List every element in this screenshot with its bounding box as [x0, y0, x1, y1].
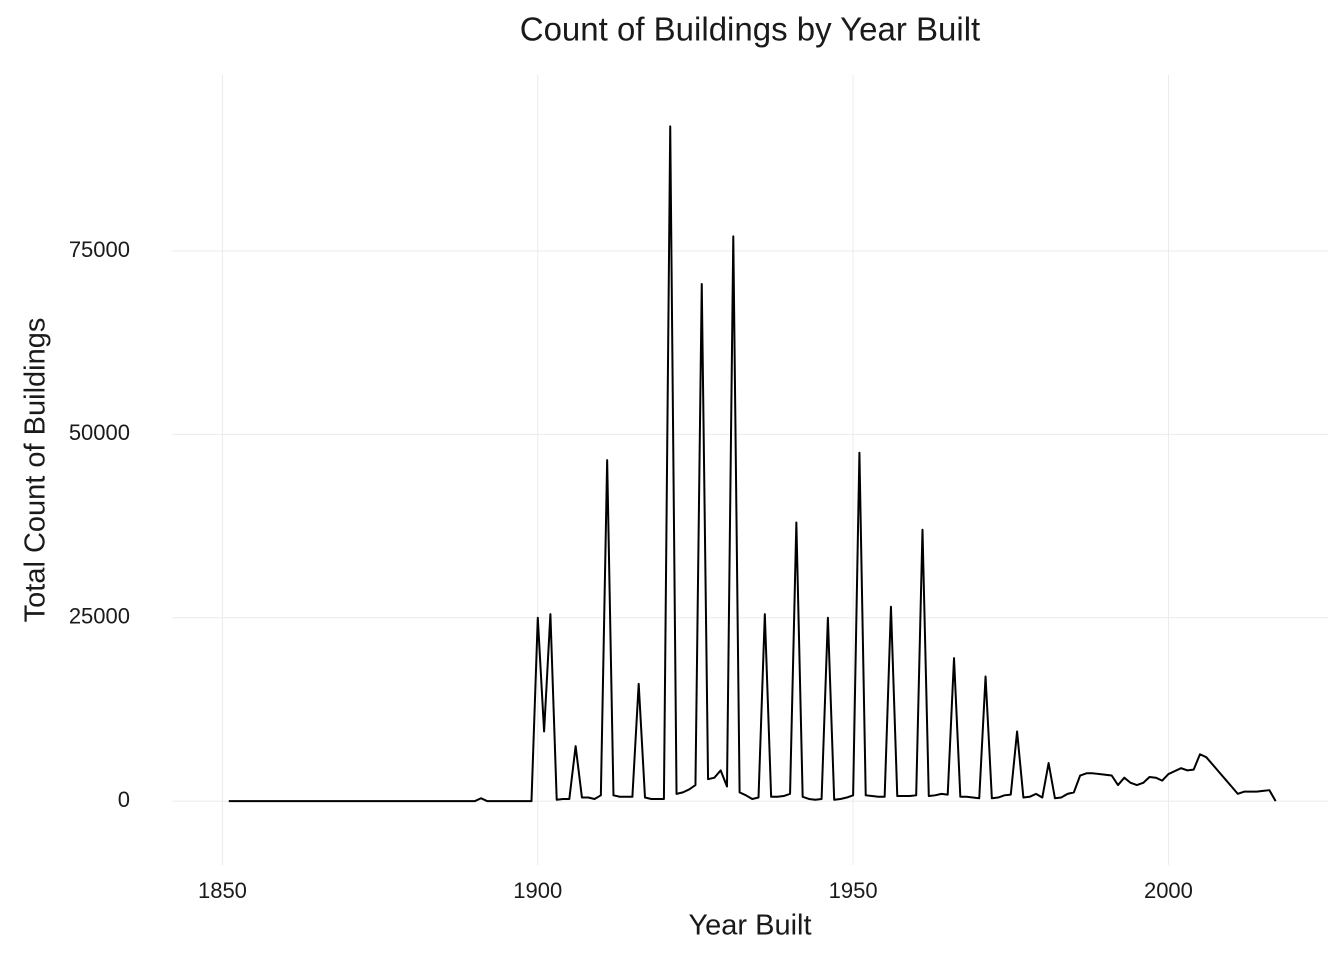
y-tick-label: 75000	[69, 237, 130, 262]
data-line	[228, 125, 1277, 803]
y-tick-label: 25000	[69, 604, 130, 629]
x-tick-label: 1900	[513, 878, 562, 903]
x-tick-label: 1950	[829, 878, 878, 903]
x-tick-label: 1850	[198, 878, 247, 903]
x-axis-label: Year Built	[688, 910, 811, 942]
x-tick-label: 2000	[1144, 878, 1193, 903]
y-tick-label: 50000	[69, 420, 130, 445]
chart-title: Count of Buildings by Year Built	[520, 11, 980, 48]
y-tick-label: 0	[118, 787, 130, 812]
y-axis-label: Total Count of Buildings	[20, 318, 52, 623]
